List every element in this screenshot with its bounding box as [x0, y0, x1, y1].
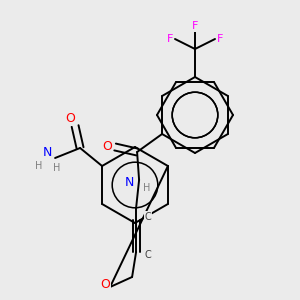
Text: H: H	[143, 183, 151, 193]
Text: O: O	[65, 112, 75, 124]
Text: H: H	[53, 163, 61, 173]
Text: O: O	[100, 278, 110, 292]
Text: F: F	[192, 21, 198, 31]
Text: N: N	[124, 176, 134, 188]
Text: F: F	[217, 34, 223, 44]
Text: C: C	[145, 212, 152, 222]
Text: H: H	[35, 161, 43, 171]
Text: C: C	[145, 250, 152, 260]
Text: O: O	[102, 140, 112, 154]
Text: F: F	[167, 34, 173, 44]
Text: N: N	[42, 146, 52, 160]
